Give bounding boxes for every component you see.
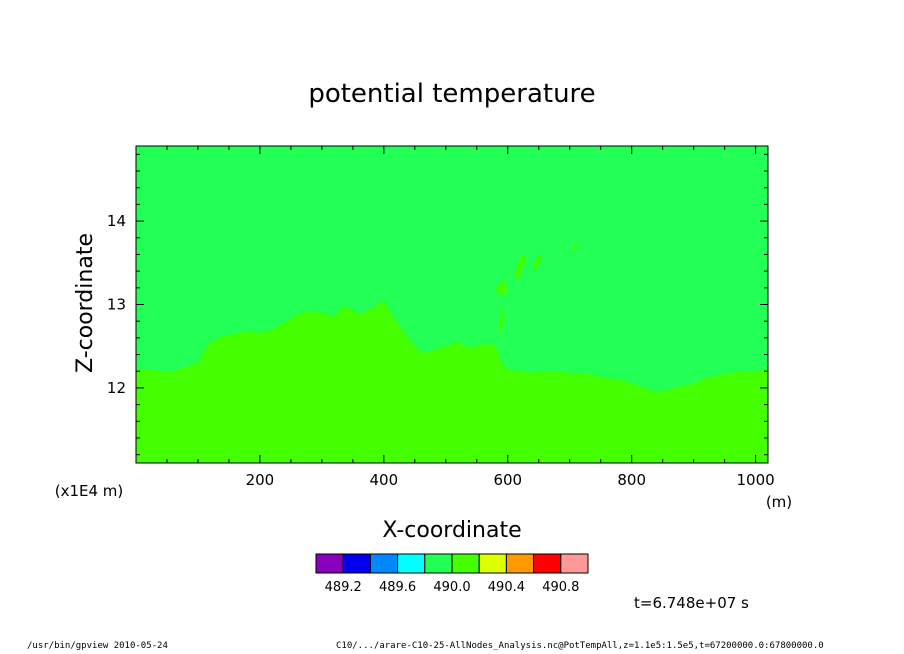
field-patches bbox=[495, 241, 578, 334]
x-axis-unit: (m) bbox=[766, 493, 792, 511]
field-patch bbox=[514, 254, 527, 280]
time-label: t=6.748e+07 s bbox=[634, 594, 749, 612]
colorbar-swatch bbox=[478, 553, 507, 574]
x-tick-label: 400 bbox=[370, 471, 399, 489]
colorbar-tick-label: 489.6 bbox=[379, 580, 416, 595]
chart-title: potential temperature bbox=[308, 79, 595, 109]
x-tick-label: 800 bbox=[617, 471, 646, 489]
colorbar bbox=[315, 553, 589, 574]
colorbar-swatch bbox=[315, 553, 344, 574]
colorbar-labels: 489.2 489.6 490.0 490.4 490.8 bbox=[325, 580, 580, 595]
y-tick-label: 14 bbox=[107, 212, 126, 230]
colorbar-tick-label: 490.4 bbox=[488, 580, 525, 595]
colorbar-swatch bbox=[369, 553, 399, 574]
footer-right-text: C10/.../arare-C10-25-AllNodes_Analysis.n… bbox=[336, 641, 824, 651]
x-tick-label: 600 bbox=[493, 471, 522, 489]
colorbar-tick-label: 490.8 bbox=[542, 580, 579, 595]
colorbar-swatch bbox=[397, 553, 426, 574]
x-axis-label: X-coordinate bbox=[382, 518, 521, 543]
y-axis-label: Z-coordinate bbox=[73, 233, 98, 373]
field-patch bbox=[572, 241, 578, 253]
colorbar-tick-label: 490.0 bbox=[433, 580, 470, 595]
colorbar-tick-label: 489.2 bbox=[325, 580, 362, 595]
colorbar-swatch bbox=[451, 553, 480, 574]
colorbar-swatch bbox=[533, 553, 562, 574]
y-tick-label: 12 bbox=[107, 379, 126, 397]
field-patch bbox=[532, 254, 542, 272]
y-axis-ticks: 12 13 14 bbox=[107, 153, 768, 456]
colorbar-swatch bbox=[342, 553, 371, 574]
y-axis-scale-label: (x1E4 m) bbox=[55, 482, 124, 500]
colorbar-swatch bbox=[560, 553, 589, 574]
colorbar-swatch bbox=[424, 553, 453, 574]
field-patch bbox=[498, 308, 505, 334]
y-tick-label: 13 bbox=[107, 296, 126, 314]
field-lower-region bbox=[136, 300, 768, 463]
x-tick-label: 1000 bbox=[737, 471, 775, 489]
footer-left-text: /usr/bin/gpview 2010-05-24 bbox=[27, 641, 168, 651]
plot-area bbox=[135, 145, 769, 464]
colorbar-swatch bbox=[505, 553, 535, 574]
field-patch bbox=[495, 279, 508, 297]
x-tick-label: 200 bbox=[246, 471, 275, 489]
x-axis-ticks: 200 400 600 800 1000 bbox=[135, 146, 775, 489]
